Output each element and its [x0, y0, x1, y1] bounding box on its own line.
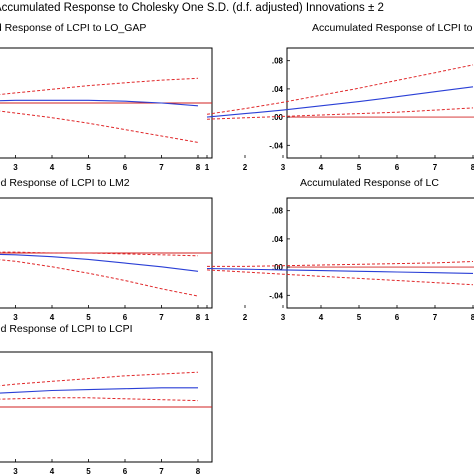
upper-band-line: [206, 64, 474, 115]
lower-band-line: [0, 110, 199, 143]
x-tick-label: 1: [205, 313, 210, 322]
x-tick-label: 3: [13, 313, 18, 322]
chart-panel-5: ated Response of LCPI to LCPI 3 4 5 6 7 8: [0, 323, 213, 474]
response-line: [206, 86, 474, 118]
x-tick-label: 6: [395, 313, 400, 322]
lower-band-line: [206, 107, 474, 120]
chart-panel-2: Accumulated Response of LCPI to 1 2 3 4 5 6 7 8.…: [205, 22, 474, 172]
x-tick-label: 3: [13, 163, 18, 172]
x-tick-label: 1: [205, 163, 210, 172]
x-tick-label: 4: [319, 163, 324, 172]
response-line: [0, 387, 198, 394]
chart-panel-3: ated Response of LCPI to LM2 3 4 5 6 7 8: [0, 177, 213, 322]
x-tick-label: 5: [86, 163, 91, 172]
x-tick-label: 7: [159, 163, 164, 172]
x-tick-label: 8: [196, 467, 201, 474]
upper-band-line: [0, 251, 199, 257]
x-tick-label: 7: [159, 313, 164, 322]
plot-frame: [286, 197, 474, 309]
x-tick-label: 8: [471, 313, 474, 322]
x-tick-label: 6: [395, 163, 400, 172]
x-tick-label: 3: [281, 313, 286, 322]
response-line: [206, 267, 474, 274]
panel-title: Accumulated Response of LCPI to: [312, 22, 473, 34]
y-tick-label: .00: [272, 113, 284, 122]
y-tick-label: .08: [272, 57, 284, 66]
x-tick-label: 6: [123, 163, 128, 172]
lower-band-line: [0, 259, 199, 297]
x-tick-label: 8: [196, 313, 201, 322]
upper-band-line: [0, 77, 199, 95]
y-tick-label: .08: [272, 207, 284, 216]
x-tick-label: 5: [86, 467, 91, 474]
x-tick-label: 4: [319, 313, 324, 322]
y-tick-label: -.04: [269, 291, 283, 300]
chart-panel-4: Accumulated Response of LC 1 2 3 4 5 6 7 8 .08 .04…: [205, 177, 474, 322]
x-tick-label: 8: [471, 163, 474, 172]
x-tick-label: 2: [243, 163, 248, 172]
x-tick-label: 4: [50, 313, 55, 322]
chart-panel-1: ed Response of LCPI to LO_GAP 3 4 5 6 7 8: [0, 22, 213, 172]
lower-band-line: [206, 269, 474, 286]
x-tick-label: 5: [86, 313, 91, 322]
y-tick-label: .04: [272, 235, 284, 244]
x-tick-label: 8: [196, 163, 201, 172]
x-tick-label: 7: [159, 467, 164, 474]
x-tick-label: 6: [123, 313, 128, 322]
x-tick-label: 7: [433, 313, 438, 322]
x-tick-label: 6: [123, 467, 128, 474]
panel-title: ated Response of LCPI to LCPI: [0, 323, 133, 335]
x-tick-label: 4: [50, 467, 55, 474]
x-tick-label: 3: [13, 467, 18, 474]
response-line: [0, 99, 199, 107]
y-tick-label: .00: [272, 263, 284, 272]
y-tick-label: .04: [272, 85, 284, 94]
main-title: Accumulated Response to Cholesky One S.D…: [0, 2, 384, 14]
panel-title: ated Response of LCPI to LM2: [0, 177, 130, 189]
x-tick-label: 5: [357, 313, 362, 322]
x-tick-label: 7: [433, 163, 438, 172]
x-tick-label: 4: [50, 163, 55, 172]
x-tick-label: 2: [243, 313, 248, 322]
lower-band-line: [0, 397, 199, 402]
x-tick-label: 3: [281, 163, 286, 172]
x-tick-label: 5: [357, 163, 362, 172]
panel-title: Accumulated Response of LC: [300, 177, 439, 189]
upper-band-line: [207, 261, 474, 267]
response-line: [0, 253, 199, 272]
panel-title: ed Response of LCPI to LO_GAP: [0, 22, 146, 34]
y-tick-label: -.04: [269, 141, 283, 150]
plot-frame: [286, 47, 474, 159]
